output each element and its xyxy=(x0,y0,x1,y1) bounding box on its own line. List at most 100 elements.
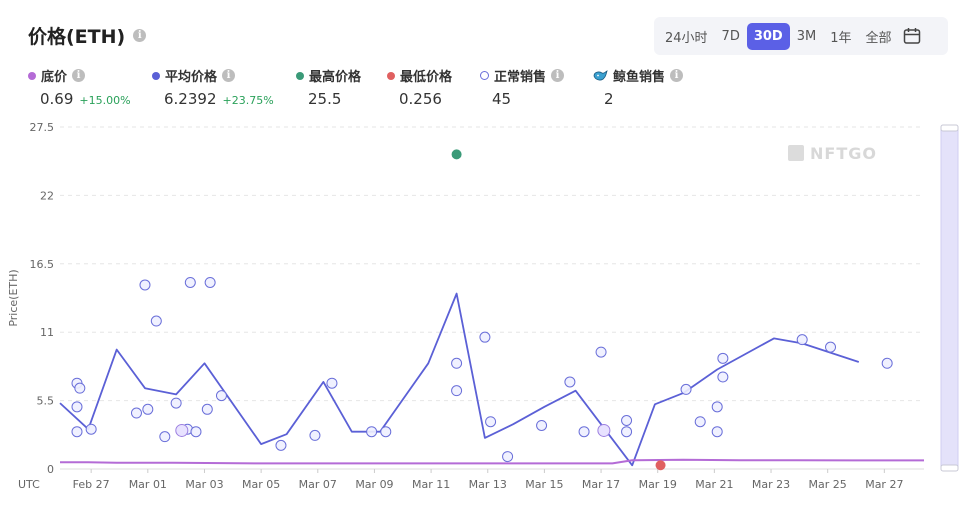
range-handle-bottom xyxy=(940,464,959,472)
series-points xyxy=(71,149,893,471)
info-icon[interactable]: i xyxy=(670,69,684,82)
stat-change: +23.75% xyxy=(222,94,274,107)
tab-1y[interactable]: 1年 xyxy=(830,30,852,46)
stat-floor-price: 底价 i 0.69 +15.00% xyxy=(28,66,131,108)
normal-sale-point xyxy=(201,403,213,415)
range-scrollbar-track xyxy=(940,126,959,470)
normal-sale-point xyxy=(71,401,83,413)
stat-change: +15.00% xyxy=(79,94,131,107)
stat-avg-price: 平均价格 i 6.2392 +23.75% xyxy=(152,66,274,108)
x-tick-label: Mar 13 xyxy=(469,478,507,491)
normal-sale-point xyxy=(130,407,142,419)
normal-sale-point xyxy=(184,276,196,288)
normal-sale-point xyxy=(326,377,338,389)
x-axis-utc-label: UTC xyxy=(18,478,40,491)
stat-value: 45 xyxy=(492,90,512,108)
whale-sale-point xyxy=(175,423,189,437)
stat-label: 鲸鱼销售 xyxy=(613,70,666,85)
min-price-point xyxy=(655,460,666,471)
normal-sale-point xyxy=(717,352,729,364)
x-tick-label: Mar 17 xyxy=(582,478,620,491)
normal-sale-point xyxy=(881,357,893,369)
x-tick-label: Feb 27 xyxy=(73,478,110,491)
stat-normal-sales: 正常销售 i 45 xyxy=(480,66,565,108)
normal-sale-point xyxy=(139,279,151,291)
normal-sale-point xyxy=(621,414,633,426)
tab-30d[interactable]: 30D xyxy=(746,22,790,50)
normal-sale-point xyxy=(74,382,86,394)
stat-value: 6.2392 xyxy=(164,90,217,108)
info-icon[interactable]: i xyxy=(133,29,147,42)
normal-sale-point xyxy=(204,276,216,288)
normal-sale-point xyxy=(150,315,162,327)
normal-sale-point xyxy=(451,385,463,397)
normal-sale-point xyxy=(796,334,808,346)
normal-sale-point xyxy=(215,390,227,402)
x-axis: UTC Feb 27 Mar 01 Mar 03 Mar 05 Mar 07 Mar 09 M… xyxy=(18,469,903,491)
x-tick-label: Mar 09 xyxy=(355,478,393,491)
normal-sale-point xyxy=(275,439,287,451)
stat-label: 最低价格 xyxy=(400,70,453,85)
x-tick-label: Mar 07 xyxy=(299,478,337,491)
normal-sale-point xyxy=(564,376,576,388)
y-axis: 0 5.5 11 16.5 22 27.5 Price(ETH) xyxy=(7,121,54,476)
normal-sale-point xyxy=(711,426,723,438)
normal-sale-point xyxy=(595,346,607,358)
stat-label: 正常销售 xyxy=(494,70,547,85)
range-scrollbar[interactable] xyxy=(940,124,959,472)
x-tick-label: Mar 19 xyxy=(639,478,677,491)
x-tick-label: Mar 05 xyxy=(242,478,280,491)
normal-sale-point xyxy=(181,423,193,435)
whale-sale-point xyxy=(597,423,611,437)
normal-sale-point xyxy=(159,431,171,443)
series-lines xyxy=(59,292,924,467)
normal-sale-point xyxy=(502,451,514,463)
normal-sale-legend-ring xyxy=(480,71,489,80)
watermark-text: NFTGO xyxy=(810,144,877,163)
tab-3m[interactable]: 3M xyxy=(796,28,817,44)
info-icon[interactable]: i xyxy=(551,69,565,82)
x-tick-label: Mar 21 xyxy=(695,478,733,491)
y-tick-label: 11 xyxy=(40,326,54,339)
y-tick-label: 5.5 xyxy=(37,395,55,408)
normal-sale-point xyxy=(366,426,378,438)
stat-label: 底价 xyxy=(41,70,68,85)
range-handle-top xyxy=(940,124,959,132)
x-tick-label: Mar 03 xyxy=(185,478,223,491)
normal-sale-point xyxy=(711,401,723,413)
normal-sale-point xyxy=(536,419,548,431)
tab-24h[interactable]: 24小时 xyxy=(665,30,708,46)
normal-sale-point xyxy=(190,426,202,438)
stat-value: 0.256 xyxy=(399,90,442,108)
x-tick-label: Mar 27 xyxy=(865,478,903,491)
tab-all[interactable]: 全部 xyxy=(865,30,892,46)
calendar-icon[interactable] xyxy=(903,27,921,45)
normal-sale-point xyxy=(621,426,633,438)
normal-sale-point xyxy=(71,377,83,389)
stat-label: 最高价格 xyxy=(309,70,362,85)
avg-price-legend-dot xyxy=(152,71,160,80)
max-price-legend-dot xyxy=(296,71,304,80)
floor-price-legend-dot xyxy=(28,71,36,80)
normal-sale-point xyxy=(825,341,837,353)
stat-max-price: 最高价格 25.5 xyxy=(296,66,361,108)
floor-price-line xyxy=(60,458,924,465)
x-tick-label: Mar 23 xyxy=(752,478,790,491)
normal-sale-point xyxy=(380,426,392,438)
x-tick-label: Mar 11 xyxy=(412,478,450,491)
info-icon[interactable]: i xyxy=(222,69,236,82)
time-range-tabs: 24小时 7D 30D 3M 1年 全部 xyxy=(654,17,948,55)
normal-sale-point xyxy=(479,331,491,343)
info-icon[interactable]: i xyxy=(72,69,86,82)
normal-sale-point xyxy=(485,416,497,428)
y-tick-label: 0 xyxy=(47,463,54,476)
tab-7d[interactable]: 7D xyxy=(721,28,740,44)
avg-price-line xyxy=(59,292,860,467)
normal-sale-point xyxy=(680,383,692,395)
y-tick-label: 22 xyxy=(40,189,54,202)
x-tick-label: Mar 15 xyxy=(525,478,563,491)
stat-value: 25.5 xyxy=(308,90,342,108)
normal-sale-point xyxy=(85,423,97,435)
whale-icon xyxy=(593,69,608,80)
y-tick-label: 16.5 xyxy=(30,258,55,271)
